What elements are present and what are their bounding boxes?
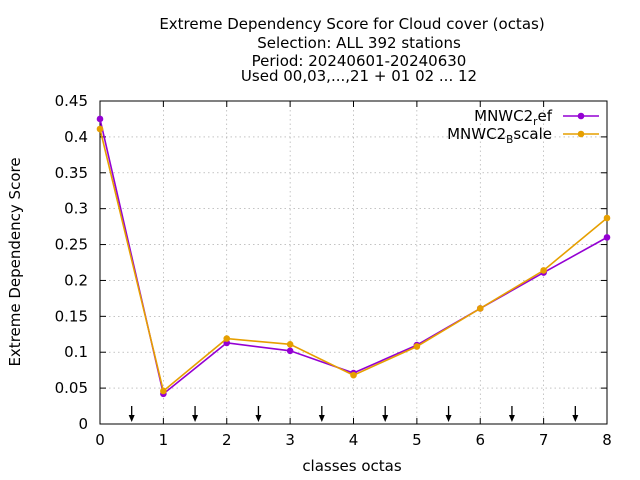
arrow-mark (445, 406, 452, 422)
data-point (96, 115, 104, 123)
legend-label: MNWC2ref (474, 107, 553, 128)
x-tick-label: 0 (95, 431, 105, 449)
data-point (476, 305, 484, 312)
y-tick-label: 0.35 (55, 164, 88, 182)
y-tick-label: 0.45 (55, 92, 88, 110)
data-point (223, 335, 231, 342)
arrow-mark (382, 406, 389, 422)
data-point (413, 343, 421, 350)
arrow-head (128, 415, 135, 422)
data-point (603, 214, 611, 222)
arrow-head (255, 415, 262, 422)
y-tick-label: 0.2 (64, 271, 88, 289)
data-point (96, 125, 104, 133)
y-tick-label: 0.25 (55, 236, 88, 254)
legend-marker (577, 130, 585, 138)
y-tick-label: 0 (78, 415, 88, 433)
arrow-head (192, 415, 199, 422)
arrow-mark (128, 406, 135, 422)
x-tick-label: 4 (349, 431, 359, 449)
arrow-mark (192, 406, 199, 422)
y-tick-label: 0.3 (64, 200, 88, 218)
data-point (350, 371, 357, 379)
data-point (603, 234, 611, 241)
arrow-head (382, 415, 389, 422)
x-axis-label: classes octas (302, 457, 402, 475)
y-axis-label: Extreme Dependency Score (6, 157, 24, 366)
x-tick-label: 2 (222, 431, 232, 449)
arrow-mark (255, 406, 262, 422)
series-lines (96, 115, 611, 398)
x-tick-label: 1 (159, 431, 169, 449)
arrow-head (572, 415, 579, 422)
chart-title: Extreme Dependency Score for Cloud cover… (159, 15, 544, 85)
data-point (540, 267, 547, 274)
legend-label: MNWC2Bscale (447, 125, 552, 146)
arrow-head (508, 415, 515, 422)
data-point (286, 341, 294, 348)
title-line: Extreme Dependency Score for Cloud cover… (159, 15, 544, 33)
data-point (286, 347, 294, 355)
arrow-mark (508, 406, 515, 422)
x-tick-label: 8 (602, 431, 612, 449)
arrow-mark (318, 406, 325, 422)
y-tick-label: 0.4 (64, 128, 88, 146)
arrow-marks (128, 406, 579, 422)
x-tick-label: 5 (412, 431, 422, 449)
x-tick-label: 7 (539, 431, 549, 449)
title-line: Used 00,03,...,21 + 01 02 ... 12 (241, 67, 477, 85)
y-tick-label: 0.1 (64, 343, 88, 361)
title-line: Selection: ALL 392 stations (257, 34, 461, 52)
arrow-mark (572, 406, 579, 422)
data-point (160, 387, 167, 395)
y-tick-label: 0.15 (55, 307, 88, 325)
title-line: Period: 20240601-20240630 (252, 52, 467, 70)
grid (100, 101, 607, 424)
arrow-head (318, 415, 325, 422)
y-tick-label: 0.05 (55, 379, 88, 397)
x-tick-label: 3 (285, 431, 295, 449)
legend-marker (577, 112, 585, 120)
arrow-head (445, 415, 452, 422)
x-tick-label: 6 (475, 431, 485, 449)
axis-ticks: 0 1 2 3 4 5 6 7 8 0 0.05 0.1 0.15 0.2 0.25 0.3 0.35 0.4 0.… (55, 92, 612, 449)
